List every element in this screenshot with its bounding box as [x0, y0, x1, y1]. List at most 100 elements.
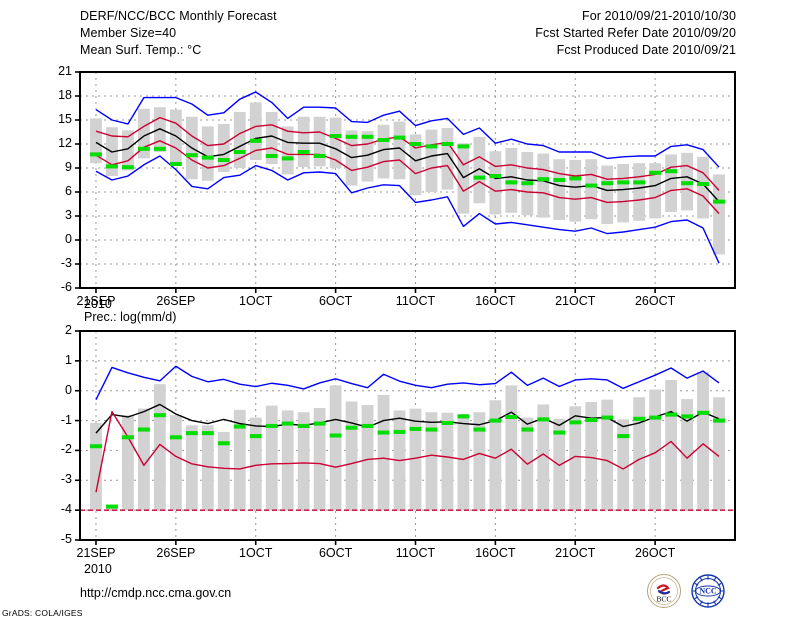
spread-bar — [697, 156, 709, 219]
x-axis-tick-label: 26OCT — [634, 546, 676, 560]
observation-dash — [457, 144, 470, 149]
observation-dash — [329, 134, 342, 138]
observation-dash — [617, 434, 630, 439]
observation-dash — [106, 164, 118, 169]
x-axis-year-bottom: 2010 — [84, 562, 112, 576]
x-axis-tick-label: 16OCT — [475, 546, 516, 560]
forecast-produced-date: Fcst Produced Date 2010/09/21 — [556, 43, 736, 57]
series-ensemble-max — [95, 91, 720, 168]
observation-dash — [281, 421, 294, 426]
spread-bar — [217, 124, 230, 172]
observation-dashes — [90, 410, 725, 509]
observation-dash — [505, 414, 518, 419]
spread-bar — [553, 418, 566, 511]
observation-dash — [185, 153, 198, 158]
spread-bar — [505, 385, 518, 511]
observation-dash — [409, 142, 422, 146]
observation-dash — [473, 427, 486, 432]
spread-bar — [90, 422, 102, 511]
svg-text:BCC: BCC — [656, 595, 671, 604]
observation-dash — [297, 150, 310, 154]
observation-dash — [313, 421, 326, 426]
y-axis-tick-label: 15 — [58, 112, 72, 126]
spread-bar — [569, 160, 582, 222]
observation-dash — [585, 417, 598, 422]
spread-bar — [361, 131, 374, 182]
series-ensemble-mean — [95, 128, 720, 203]
x-axis-tick-label: 21OCT — [555, 294, 596, 308]
spread-bar — [633, 397, 646, 511]
x-axis-tick-label: 21SEP — [76, 546, 116, 560]
x-axis-year-top: 2010 — [84, 297, 112, 311]
observation-dash — [217, 441, 230, 446]
observation-dash — [441, 142, 454, 146]
observation-dash — [489, 418, 502, 423]
spread-bar — [265, 405, 278, 511]
spread-bar — [201, 425, 214, 511]
spread-bar — [473, 136, 486, 204]
plot-frame — [79, 71, 736, 289]
y-axis-tick-label: 1 — [65, 352, 72, 367]
observation-dash — [681, 181, 693, 186]
spread-bar — [457, 143, 470, 214]
spread-bar — [585, 159, 598, 220]
observation-dash — [249, 138, 262, 143]
observation-dash — [713, 199, 725, 204]
spread-bar — [409, 134, 422, 196]
spread-bar — [313, 408, 326, 511]
observation-dash — [137, 427, 150, 432]
x-axis-tick-label: 6OCT — [318, 546, 353, 560]
observation-dash — [473, 175, 486, 180]
precipitation-axis-label: Prec.: log(mm/d) — [84, 310, 177, 324]
observation-dash — [521, 181, 534, 186]
spread-bar — [665, 154, 678, 212]
observation-dash — [233, 424, 246, 429]
observation-dash — [217, 158, 230, 162]
spread-bar — [585, 402, 598, 511]
observation-dash — [489, 174, 502, 178]
y-axis-tick-label: 21 — [58, 64, 72, 78]
observation-dash — [553, 178, 566, 182]
observation-dash — [697, 410, 709, 415]
spread-bar — [122, 130, 134, 171]
observation-dash — [617, 180, 630, 185]
observation-dash — [713, 418, 725, 423]
observation-dash — [137, 146, 150, 151]
spread-bar — [297, 116, 310, 168]
spread-bar — [329, 385, 342, 511]
spread-bar — [377, 124, 390, 179]
observation-dash — [106, 504, 118, 509]
observation-dash — [361, 134, 374, 139]
spread-bar — [601, 399, 614, 511]
series-ensemble-max — [95, 365, 720, 400]
y-axis-tick-label: -3 — [60, 256, 72, 270]
observation-dash — [553, 430, 566, 435]
ncc-logo-icon: NCC — [690, 573, 726, 609]
x-axis-tick-label: 21SEP — [76, 294, 116, 308]
series-upper-quartile — [95, 116, 720, 191]
member-size-label: Member Size=40 — [80, 26, 177, 40]
source-url[interactable]: http://cmdp.ncc.cma.gov.cn — [80, 586, 232, 600]
spread-bar — [489, 151, 502, 215]
spread-bar — [665, 379, 678, 511]
observation-dash — [649, 170, 662, 175]
observation-dash — [249, 434, 262, 439]
svg-text:NCC: NCC — [699, 587, 717, 596]
observation-dash — [505, 180, 518, 185]
observation-dash — [425, 144, 438, 149]
observation-dash — [297, 423, 310, 428]
spread-bar — [297, 412, 310, 511]
forecast-period: For 2010/09/21-2010/10/30 — [581, 9, 736, 23]
observation-dash — [329, 433, 342, 438]
spread-bar — [617, 164, 630, 223]
y-axis-tick-label: -3 — [60, 472, 72, 487]
observation-dash — [681, 414, 693, 419]
spread-bar — [425, 129, 438, 192]
spread-bar — [153, 384, 166, 511]
forecast-start-date: Fcst Started Refer Date 2010/09/20 — [535, 26, 736, 40]
spread-bar — [137, 408, 150, 511]
observation-dash — [90, 444, 102, 449]
x-axis-tick-label: 1OCT — [239, 546, 273, 560]
